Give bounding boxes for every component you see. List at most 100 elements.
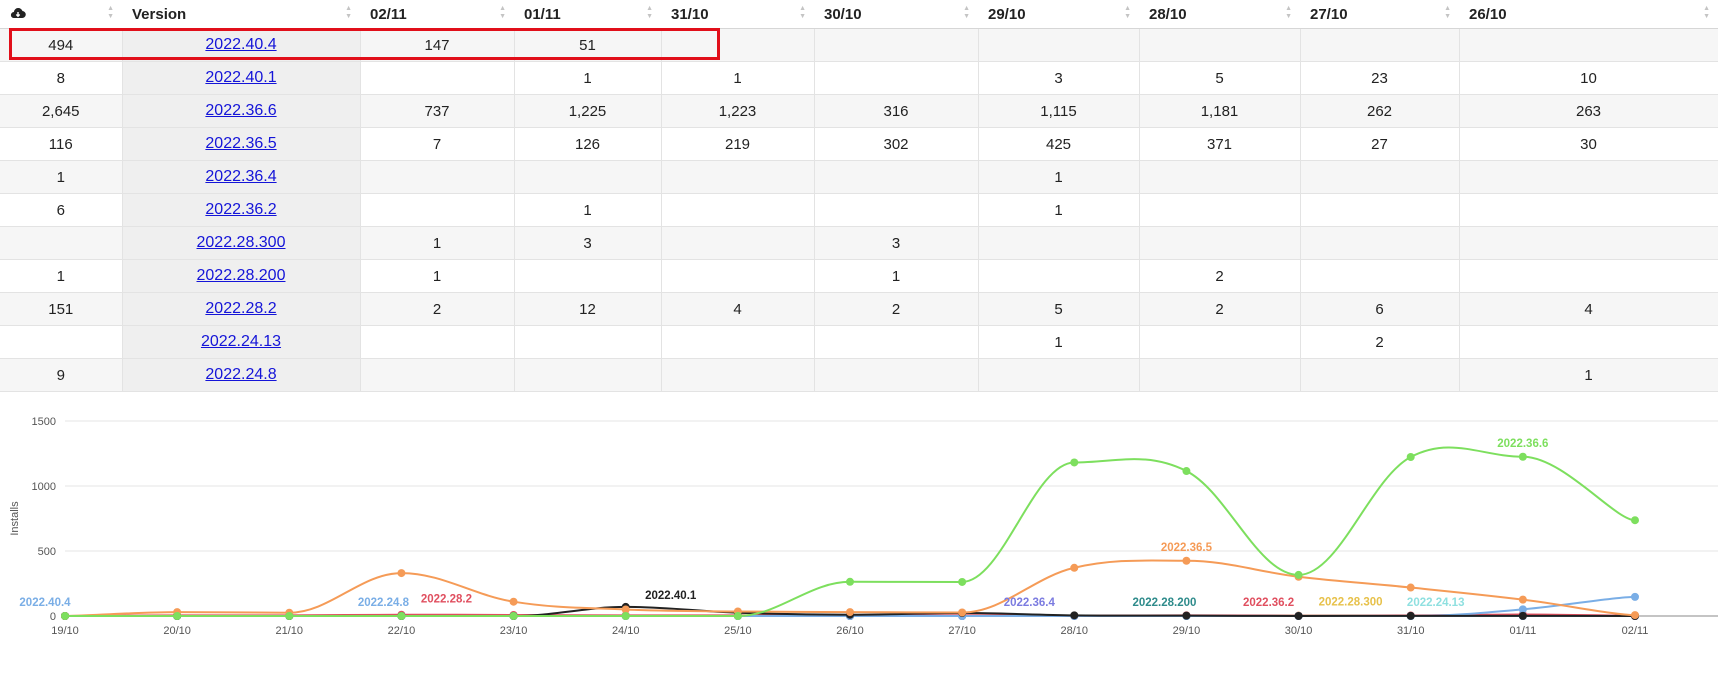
column-header[interactable]: Version ▲ ▼ xyxy=(122,0,360,29)
table-row: 9 2022.24.8 1 xyxy=(0,358,1718,392)
column-header[interactable]: 02/11 ▲ ▼ xyxy=(360,0,514,29)
daily-installs-cell: 30 xyxy=(1459,127,1718,161)
daily-installs-cell xyxy=(1300,259,1460,293)
y-tick-label: 1000 xyxy=(32,481,56,493)
version-link[interactable]: 2022.24.13 xyxy=(200,333,282,350)
column-header[interactable]: 29/10 ▲ ▼ xyxy=(978,0,1139,29)
column-header-label: 26/10 xyxy=(1469,5,1507,23)
column-header[interactable]: 27/10 ▲ ▼ xyxy=(1300,0,1459,29)
data-point xyxy=(958,608,967,617)
x-tick-label: 30/10 xyxy=(1285,625,1313,637)
table-row: 494 2022.40.4 147 51 xyxy=(0,28,1718,62)
table-row: 151 2022.28.2 2 12 4 2 5 2 6 4 xyxy=(0,292,1718,326)
total-installs-cell: 1 xyxy=(0,259,123,293)
total-installs-cell: 8 xyxy=(0,61,123,95)
x-tick-label: 24/10 xyxy=(612,625,640,637)
version-link[interactable]: 2022.28.2 xyxy=(205,300,277,317)
daily-installs-cell xyxy=(360,61,515,95)
column-header[interactable]: 31/10 ▲ ▼ xyxy=(661,0,814,29)
daily-installs-cell: 1 xyxy=(814,259,979,293)
daily-installs-cell: 12 xyxy=(514,292,662,326)
data-point xyxy=(1631,592,1639,601)
sort-icon[interactable]: ▲ ▼ xyxy=(799,5,806,20)
daily-installs-cell: 1,225 xyxy=(514,94,662,128)
daily-installs-cell: 2 xyxy=(360,292,515,326)
daily-installs-cell xyxy=(978,226,1140,260)
total-installs-cell: 494 xyxy=(0,28,123,62)
data-point xyxy=(1631,611,1639,620)
column-header-label: 27/10 xyxy=(1310,5,1348,23)
sort-icon[interactable]: ▲ ▼ xyxy=(963,5,970,20)
series-label: 2022.36.6 xyxy=(1497,438,1548,450)
data-point xyxy=(397,612,406,620)
series-label: 2022.28.200 xyxy=(1132,597,1196,609)
sort-icon[interactable]: ▲ ▼ xyxy=(646,5,653,20)
version-link[interactable]: 2022.36.2 xyxy=(205,201,277,218)
column-header[interactable]: 26/10 ▲ ▼ xyxy=(1459,0,1718,29)
daily-installs-cell: 3 xyxy=(814,226,979,260)
version-link[interactable]: 2022.24.8 xyxy=(205,366,277,383)
data-point xyxy=(846,608,854,617)
table-row: 2,645 2022.36.6 737 1,225 1,223 316 1,115 1,181… xyxy=(0,94,1718,128)
daily-installs-cell xyxy=(661,358,815,392)
download-column-header[interactable]: ▲ ▼ xyxy=(0,0,122,29)
column-header[interactable]: 01/11 ▲ ▼ xyxy=(514,0,661,29)
version-cell: 2022.28.200 xyxy=(122,259,361,293)
total-installs-cell: 6 xyxy=(0,193,123,227)
daily-installs-cell: 4 xyxy=(1459,292,1718,326)
y-tick-label: 1500 xyxy=(32,416,56,428)
version-cell: 2022.24.13 xyxy=(122,325,361,359)
daily-installs-cell: 1,223 xyxy=(661,94,815,128)
sort-icon[interactable]: ▲ ▼ xyxy=(345,5,352,20)
x-tick-label: 02/11 xyxy=(1622,625,1649,637)
table-row: 116 2022.36.5 7 126 219 302 425 371 27 30 xyxy=(0,127,1718,161)
data-point xyxy=(1518,611,1527,620)
column-header[interactable]: 28/10 ▲ ▼ xyxy=(1139,0,1300,29)
sort-icon[interactable]: ▲ ▼ xyxy=(107,5,114,20)
version-link[interactable]: 2022.40.4 xyxy=(205,36,277,53)
data-point xyxy=(509,597,518,606)
sort-icon[interactable]: ▲ ▼ xyxy=(1444,5,1451,20)
sort-icon[interactable]: ▲ ▼ xyxy=(1703,5,1710,20)
sort-icon[interactable]: ▲ ▼ xyxy=(499,5,506,20)
daily-installs-cell xyxy=(360,358,515,392)
daily-installs-cell xyxy=(661,226,815,260)
sort-icon[interactable]: ▲ ▼ xyxy=(1285,5,1292,20)
daily-installs-cell: 425 xyxy=(978,127,1140,161)
daily-installs-cell xyxy=(661,325,815,359)
version-cell: 2022.36.6 xyxy=(122,94,361,128)
version-link[interactable]: 2022.28.200 xyxy=(196,267,286,284)
daily-installs-cell xyxy=(814,160,979,194)
data-point xyxy=(1070,563,1079,572)
daily-installs-cell xyxy=(514,325,662,359)
column-header-label: 31/10 xyxy=(671,5,709,23)
daily-installs-cell xyxy=(661,28,815,62)
daily-installs-cell xyxy=(1300,193,1460,227)
daily-installs-cell: 1 xyxy=(661,61,815,95)
sort-icon[interactable]: ▲ ▼ xyxy=(1124,5,1131,20)
daily-installs-cell xyxy=(1300,28,1460,62)
daily-installs-cell xyxy=(514,259,662,293)
data-point xyxy=(1406,583,1415,592)
data-point xyxy=(285,612,294,620)
column-header[interactable]: 30/10 ▲ ▼ xyxy=(814,0,978,29)
daily-installs-cell: 3 xyxy=(514,226,662,260)
data-point xyxy=(958,577,967,586)
version-cell: 2022.36.2 xyxy=(122,193,361,227)
data-point xyxy=(1294,612,1303,620)
daily-installs-cell: 371 xyxy=(1139,127,1301,161)
column-header-label: 01/11 xyxy=(524,5,561,23)
daily-installs-cell: 6 xyxy=(1300,292,1460,326)
y-axis-label: Installs xyxy=(9,501,21,536)
version-link[interactable]: 2022.36.4 xyxy=(205,168,277,185)
daily-installs-cell: 147 xyxy=(360,28,515,62)
version-link[interactable]: 2022.28.300 xyxy=(196,234,286,251)
version-link[interactable]: 2022.36.5 xyxy=(205,135,277,152)
version-link[interactable]: 2022.40.1 xyxy=(205,69,277,86)
x-tick-label: 31/10 xyxy=(1397,625,1425,637)
daily-installs-cell: 27 xyxy=(1300,127,1460,161)
series-label: 2022.24.13 xyxy=(1407,597,1465,609)
daily-installs-cell: 126 xyxy=(514,127,662,161)
daily-installs-cell xyxy=(978,358,1140,392)
version-link[interactable]: 2022.36.6 xyxy=(205,102,277,119)
